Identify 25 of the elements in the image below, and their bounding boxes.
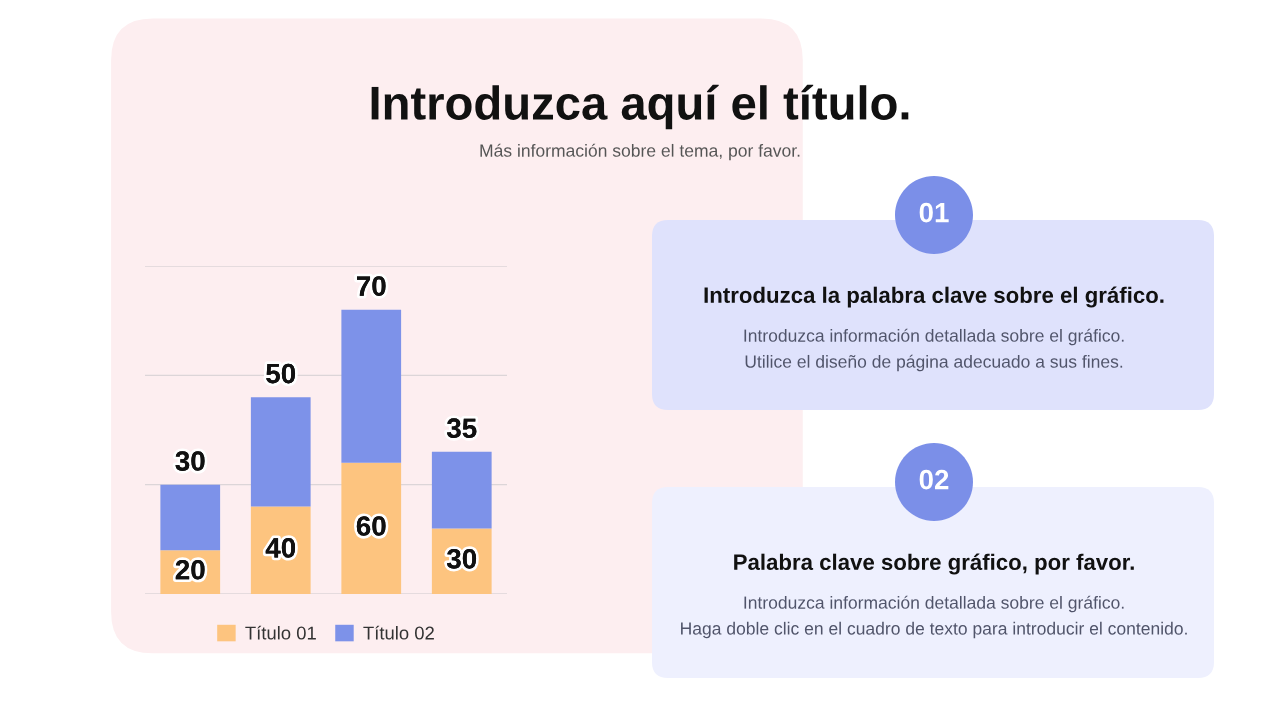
bar [431, 451, 492, 529]
data-label: 60 [356, 516, 386, 536]
data-label: 20 [175, 559, 205, 580]
text: Introduzca aquí el título. [371, 84, 909, 130]
text: Utilice el diseño de página adecuado a sus fines. [745, 354, 1123, 372]
text: Introduzca información detallada sobre el gráfico. [744, 328, 1124, 346]
bar [250, 397, 311, 507]
bar [341, 462, 402, 594]
data-label: 30 [175, 451, 205, 471]
text: Introduzca la palabra clave sobre el gráfico. [704, 286, 1164, 308]
text: 01 [919, 202, 949, 223]
text: 02 [919, 469, 949, 490]
text: Introduzca información detallada sobre el gráfico. [744, 595, 1124, 613]
text: Más información sobre el tema, por favor. [480, 143, 800, 161]
data-label: 40 [265, 538, 296, 558]
data-label: 70 [357, 276, 386, 296]
text: Haga doble clic en el cuadro de texto para introducir el contenido. [681, 621, 1187, 639]
data-label: 50 [266, 363, 296, 384]
legend-label: Título 01 [245, 625, 316, 640]
data-label: 35 [446, 418, 477, 439]
bar [160, 484, 221, 551]
legend-label: Título 02 [363, 625, 434, 640]
bar [341, 309, 402, 463]
data-label: 30 [446, 548, 477, 569]
text: Palabra clave sobre gráfico, por favor. [734, 553, 1134, 575]
